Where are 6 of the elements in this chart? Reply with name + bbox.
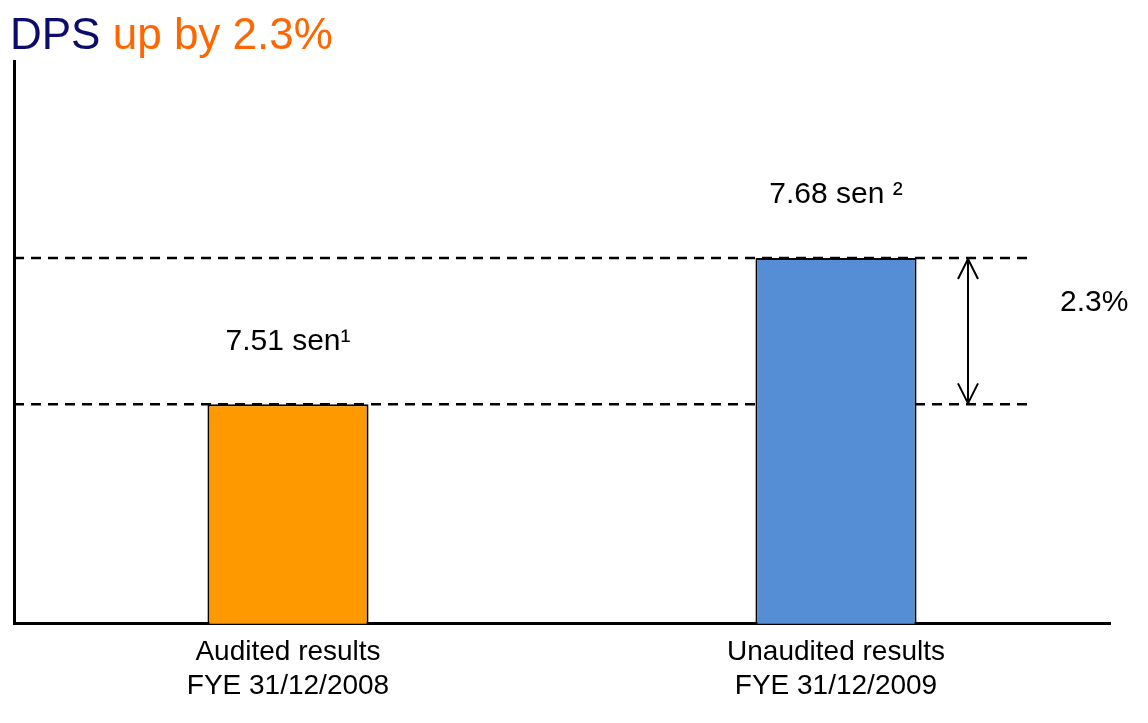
- data-label: 7.68 sen ²: [769, 176, 903, 210]
- text: 2.3%: [1060, 284, 1129, 318]
- x-tick-label: Audited results FYE 31/12/2008: [186, 635, 390, 700]
- x-tick-label: Unaudited results FYE 31/12/2009: [727, 635, 945, 700]
- data-label: 7.51 sen¹: [225, 322, 351, 356]
- chart-title: DPS up by 2.3%: [10, 9, 333, 58]
